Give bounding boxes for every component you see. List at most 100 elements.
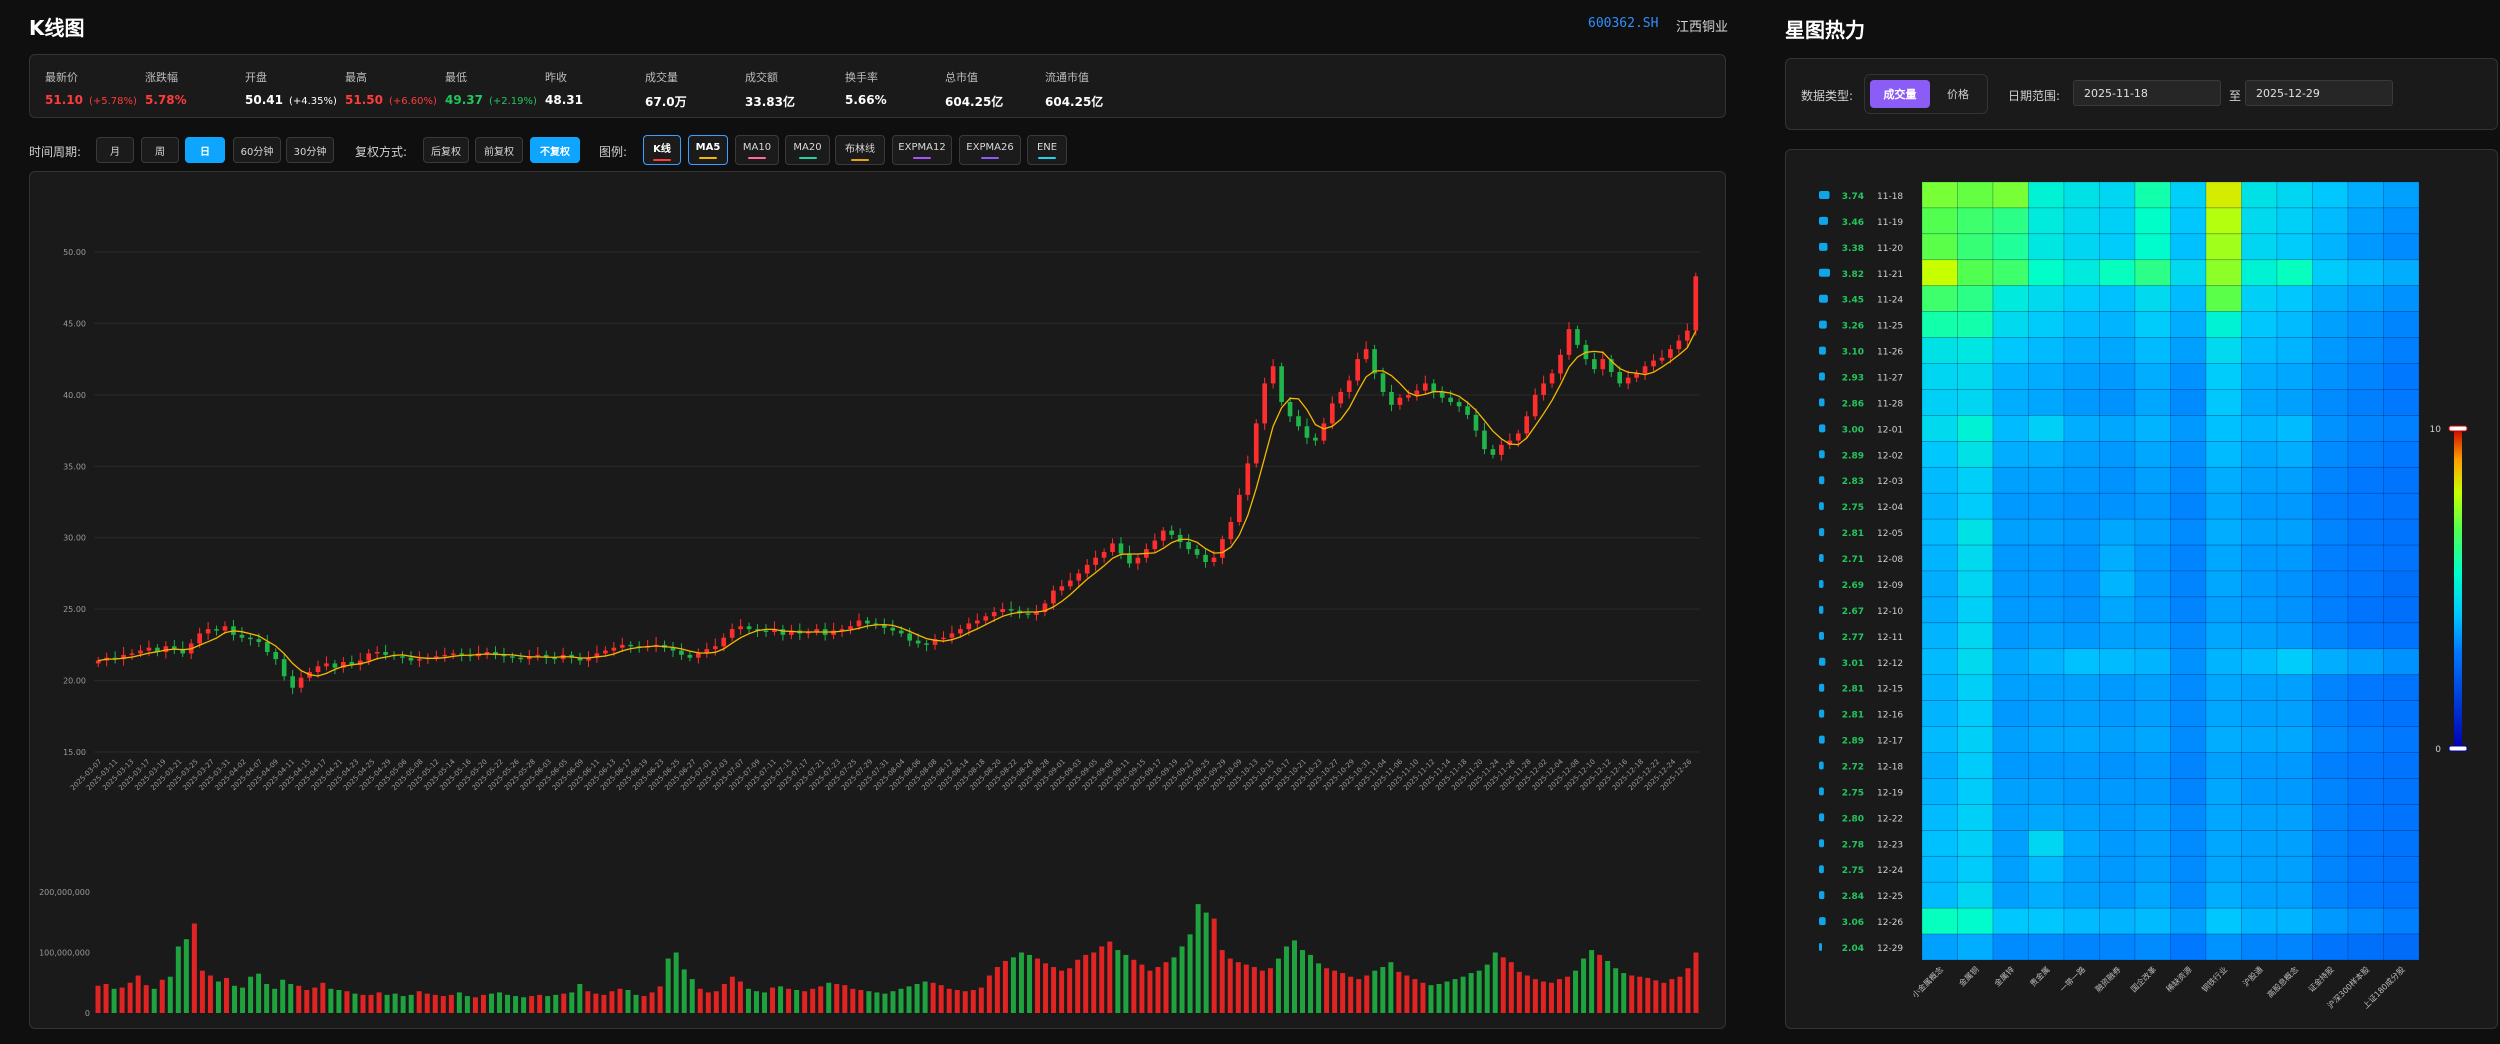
heatmap-cell[interactable] bbox=[1957, 596, 1994, 624]
heatmap-cell[interactable] bbox=[1992, 363, 2029, 390]
heatmap-cell[interactable] bbox=[2099, 492, 2136, 520]
period-button-3[interactable]: 60分钟 bbox=[233, 137, 281, 163]
heatmap-cell[interactable] bbox=[2134, 907, 2171, 935]
heatmap-cell[interactable] bbox=[2099, 700, 2136, 727]
heatmap-cell[interactable] bbox=[2134, 337, 2171, 364]
heatmap-cell[interactable] bbox=[2241, 622, 2278, 650]
heatmap-cell[interactable] bbox=[2312, 881, 2349, 909]
heatmap-cell[interactable] bbox=[2205, 855, 2242, 883]
heatmap-cell[interactable] bbox=[2063, 337, 2100, 364]
heatmap-cell[interactable] bbox=[2347, 596, 2384, 624]
heatmap-cell[interactable] bbox=[2063, 700, 2100, 727]
heatmap-cell[interactable] bbox=[1957, 207, 1994, 235]
heatmap-cell[interactable] bbox=[2134, 492, 2171, 520]
heatmap-cell[interactable] bbox=[2170, 881, 2207, 909]
heatmap-cell[interactable] bbox=[2347, 285, 2384, 312]
heatmap-cell[interactable] bbox=[2134, 466, 2171, 494]
heatmap-cell[interactable] bbox=[2028, 544, 2065, 572]
heatmap-cell[interactable] bbox=[2241, 415, 2278, 442]
heatmap-cell[interactable] bbox=[2099, 285, 2136, 312]
heatmap-cell[interactable] bbox=[2170, 181, 2207, 209]
heatmap-cell[interactable] bbox=[2134, 518, 2171, 546]
heatmap-cell[interactable] bbox=[2063, 570, 2100, 598]
heatmap-cell[interactable] bbox=[1957, 804, 1994, 831]
heatmap-cell[interactable] bbox=[2383, 570, 2420, 598]
period-button-4[interactable]: 30分钟 bbox=[286, 137, 334, 163]
heatmap-cell[interactable] bbox=[1992, 804, 2029, 831]
heatmap-cell[interactable] bbox=[2347, 907, 2384, 935]
heatmap-cell[interactable] bbox=[2347, 830, 2384, 857]
heatmap-cell[interactable] bbox=[2134, 726, 2171, 753]
heatmap-cell[interactable] bbox=[2170, 285, 2207, 312]
legend-toggle-6[interactable]: EXPMA26 bbox=[959, 135, 1021, 165]
heatmap-cell[interactable] bbox=[2205, 492, 2242, 520]
heatmap-cell[interactable] bbox=[2063, 518, 2100, 546]
heatmap-cell[interactable] bbox=[2134, 830, 2171, 857]
heatmap-cell[interactable] bbox=[1992, 700, 2029, 727]
heatmap-cell[interactable] bbox=[2099, 726, 2136, 753]
heatmap-cell[interactable] bbox=[2205, 415, 2242, 442]
heatmap-cell[interactable] bbox=[2241, 907, 2278, 935]
heatmap-cell[interactable] bbox=[2099, 207, 2136, 235]
heatmap-cell[interactable] bbox=[2276, 933, 2313, 961]
heatmap-cell[interactable] bbox=[2205, 830, 2242, 857]
heatmap-cell[interactable] bbox=[2063, 492, 2100, 520]
heatmap-cell[interactable] bbox=[1992, 518, 2029, 546]
heatmap-cell[interactable] bbox=[1992, 181, 2029, 209]
heatmap-cell[interactable] bbox=[2170, 311, 2207, 338]
heatmap-cell[interactable] bbox=[1957, 518, 1994, 546]
heatmap-cell[interactable] bbox=[1921, 285, 1958, 312]
heatmap-cell[interactable] bbox=[2241, 700, 2278, 727]
heatmap-cell[interactable] bbox=[2028, 933, 2065, 961]
heatmap-cell[interactable] bbox=[2028, 700, 2065, 727]
heatmap-cell[interactable] bbox=[2205, 311, 2242, 338]
legend-toggle-2[interactable]: MA10 bbox=[735, 135, 779, 165]
heatmap-cell[interactable] bbox=[2134, 544, 2171, 572]
heatmap-cell[interactable] bbox=[2205, 778, 2242, 805]
heatmap-cell[interactable] bbox=[2312, 622, 2349, 650]
heatmap-cell[interactable] bbox=[2063, 907, 2100, 935]
heatmap-cell[interactable] bbox=[2383, 337, 2420, 364]
heatmap-cell[interactable] bbox=[2063, 363, 2100, 390]
heatmap-cell[interactable] bbox=[2205, 622, 2242, 650]
heatmap-cell[interactable] bbox=[2241, 648, 2278, 676]
heatmap-cell[interactable] bbox=[1921, 544, 1958, 572]
period-button-2[interactable]: 日 bbox=[185, 137, 225, 163]
heatmap-cell[interactable] bbox=[2099, 441, 2136, 468]
heatmap-cell[interactable] bbox=[2312, 855, 2349, 883]
heatmap-cell[interactable] bbox=[2063, 596, 2100, 624]
heatmap-cell[interactable] bbox=[1992, 933, 2029, 961]
heatmap-cell[interactable] bbox=[2312, 415, 2349, 442]
heatmap-cell[interactable] bbox=[2063, 778, 2100, 805]
heatmap-cell[interactable] bbox=[2170, 907, 2207, 935]
heatmap-cell[interactable] bbox=[2099, 881, 2136, 909]
heatmap-cell[interactable] bbox=[2383, 389, 2420, 416]
heatmap-cell[interactable] bbox=[2028, 726, 2065, 753]
heatmap-cell[interactable] bbox=[2170, 544, 2207, 572]
heatmap-cell[interactable] bbox=[2312, 726, 2349, 753]
heatmap-cell[interactable] bbox=[1921, 933, 1958, 961]
heatmap-cell[interactable] bbox=[2312, 804, 2349, 831]
adjust-button-2[interactable]: 不复权 bbox=[530, 137, 580, 163]
heatmap-cell[interactable] bbox=[1992, 207, 2029, 235]
legend-toggle-0[interactable]: K线 bbox=[643, 135, 681, 165]
heatmap-cell[interactable] bbox=[2099, 337, 2136, 364]
heatmap-cell[interactable] bbox=[2241, 259, 2278, 287]
heatmap-cell[interactable] bbox=[2383, 648, 2420, 676]
heatmap-cell[interactable] bbox=[2383, 933, 2420, 961]
heatmap-cell[interactable] bbox=[2205, 804, 2242, 831]
heatmap-cell[interactable] bbox=[2134, 415, 2171, 442]
heatmap-cell[interactable] bbox=[1957, 778, 1994, 805]
heatmap-cell[interactable] bbox=[2099, 830, 2136, 857]
heatmap-cell[interactable] bbox=[1921, 311, 1958, 338]
heatmap-cell[interactable] bbox=[2276, 570, 2313, 598]
heatmap-cell[interactable] bbox=[2028, 622, 2065, 650]
heatmap-cell[interactable] bbox=[2312, 311, 2349, 338]
heatmap-cell[interactable] bbox=[1992, 830, 2029, 857]
heatmap-cell[interactable] bbox=[2276, 181, 2313, 209]
heatmap-cell[interactable] bbox=[1992, 337, 2029, 364]
heatmap-cell[interactable] bbox=[1957, 648, 1994, 676]
heatmap-cell[interactable] bbox=[2099, 518, 2136, 546]
heatmap-cell[interactable] bbox=[2383, 518, 2420, 546]
heatmap-cell[interactable] bbox=[2028, 830, 2065, 857]
